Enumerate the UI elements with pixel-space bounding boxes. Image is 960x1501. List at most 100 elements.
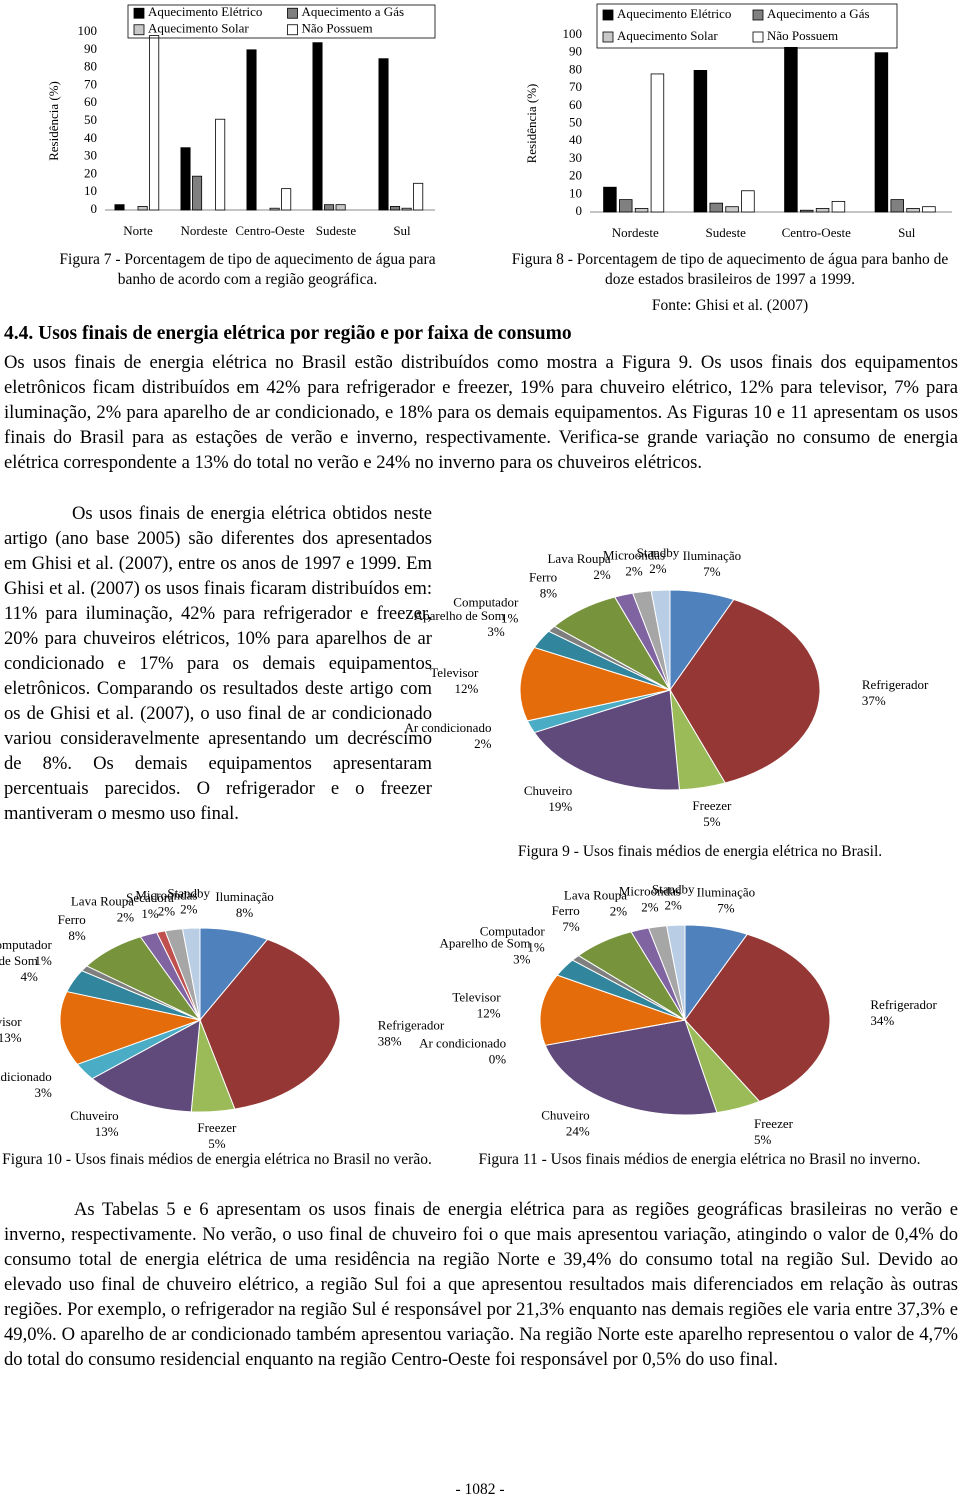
slice-label: Lava Roupa [71,893,134,908]
slice-label: Freezer [754,1116,794,1131]
slice-label: Chuveiro [541,1107,589,1122]
figure-caption: Figura 9 - Usos finais médios de energia… [517,843,883,860]
figure-caption: Figura 11 - Usos finais médios de energi… [478,1151,921,1168]
bar [269,207,280,211]
page-number: - 1082 - [455,1481,505,1498]
pie-slice [199,938,341,1110]
slice-value-label: 2% [158,903,176,918]
slice-label: Lava Roupa [564,887,627,902]
slice-value-label: 13% [95,1124,119,1139]
slice-label: Freezer [692,798,732,813]
slice-value-label: 2% [641,900,659,915]
bar [335,204,346,211]
bar [180,147,191,211]
slice-value-label: 5% [208,1136,226,1151]
y-tick-label: 0 [576,203,583,218]
slice-value-label: 3% [487,624,505,639]
slice-label: Ar condicionado [0,1069,52,1084]
legend-swatch [287,24,298,36]
slice-label: Ferro [529,569,557,584]
y-tick-label: 10 [569,185,582,200]
slice-label: Iluminação [683,548,741,563]
slice-label: Secadora [126,890,174,905]
pie-slice [684,933,831,1103]
legend-label: Aquecimento Solar [617,28,718,43]
slice-value-label: 1% [501,611,519,626]
y-tick-label: 100 [563,26,583,41]
pie-slice [669,598,821,784]
slice-label: Ferro [58,912,86,927]
slice-value-label: 2% [117,909,135,924]
y-tick-label: 40 [84,130,97,145]
slice-value-label: 24% [566,1123,590,1138]
legend-box [596,3,898,49]
bar [815,208,830,213]
pie-slice [91,1019,201,1113]
pie-slice [533,689,680,791]
y-tick-label: 80 [569,61,582,76]
bar [413,182,424,211]
figure-caption: Figura 8 - Porcentagem de tipo de aqueci… [511,251,949,288]
figure-source: Fonte: Ghisi et al. (2007) [651,297,809,314]
slice-label: Refrigerador [862,677,929,692]
legend-label: Aquecimento a Gás [302,4,405,19]
slice-value-label: 19% [548,799,572,814]
y-tick-label: 70 [569,79,582,94]
x-tick-label: Sudeste [316,223,357,238]
bar [149,35,160,211]
bar [906,208,920,213]
y-tick-label: 50 [569,114,582,129]
slice-value-label: 13% [0,1030,22,1045]
bar [874,52,889,213]
figure-caption: Figura 10 - Usos finais médios de energi… [2,1151,432,1168]
slice-value-label: 38% [378,1034,402,1049]
y-tick-label: 60 [84,94,97,109]
slice-label: Standby [637,545,680,560]
x-tick-label: Centro-Oeste [782,225,852,240]
y-tick-label: 70 [84,76,97,91]
bar [800,209,814,213]
pie-slice [650,589,671,691]
bar [137,206,148,211]
slice-label: Freezer [197,1120,237,1135]
bar [378,58,389,211]
y-tick-label: 30 [569,150,582,165]
bar [693,70,708,213]
bar [725,206,739,213]
slice-value-label: 34% [870,1013,894,1028]
slice-value-label: 5% [703,814,721,829]
y-tick-label: 60 [569,97,582,112]
legend-swatch [602,9,614,21]
slice-label: Computador [480,923,546,938]
slice-value-label: 7% [703,564,721,579]
bar [741,190,755,213]
slice-value-label: 1% [34,953,52,968]
slice-label: Standby [652,882,695,897]
legend-swatch [752,9,764,21]
slice-label: Aparelho de Som [0,953,38,968]
slice-value-label: 37% [862,693,886,708]
bar [390,206,401,211]
paragraph: Os usos finais de energia elétrica obtid… [4,503,432,824]
slice-label: Ar condicionado [404,720,491,735]
pie-slice [544,1019,718,1116]
legend-swatch [752,31,764,43]
bar [246,49,257,211]
slice-value-label: 2% [649,561,667,576]
bar [890,199,904,213]
slice-value-label: 8% [236,905,254,920]
x-tick-label: Sudeste [706,225,747,240]
section-heading: 4.4. Usos finais de energia elétrica por… [4,323,572,344]
slice-label: Televisor [430,665,479,680]
slice-value-label: 2% [625,563,643,578]
slice-value-label: 12% [455,681,479,696]
slice-label: Televisor [0,1014,22,1029]
legend-swatch [602,31,614,43]
y-tick-label: 0 [91,201,98,216]
y-axis-label: Residência (%) [524,84,539,164]
bar [634,208,649,213]
slice-value-label: 3% [513,952,531,967]
slice-label: Chuveiro [70,1108,118,1123]
pie-slice [519,646,672,722]
